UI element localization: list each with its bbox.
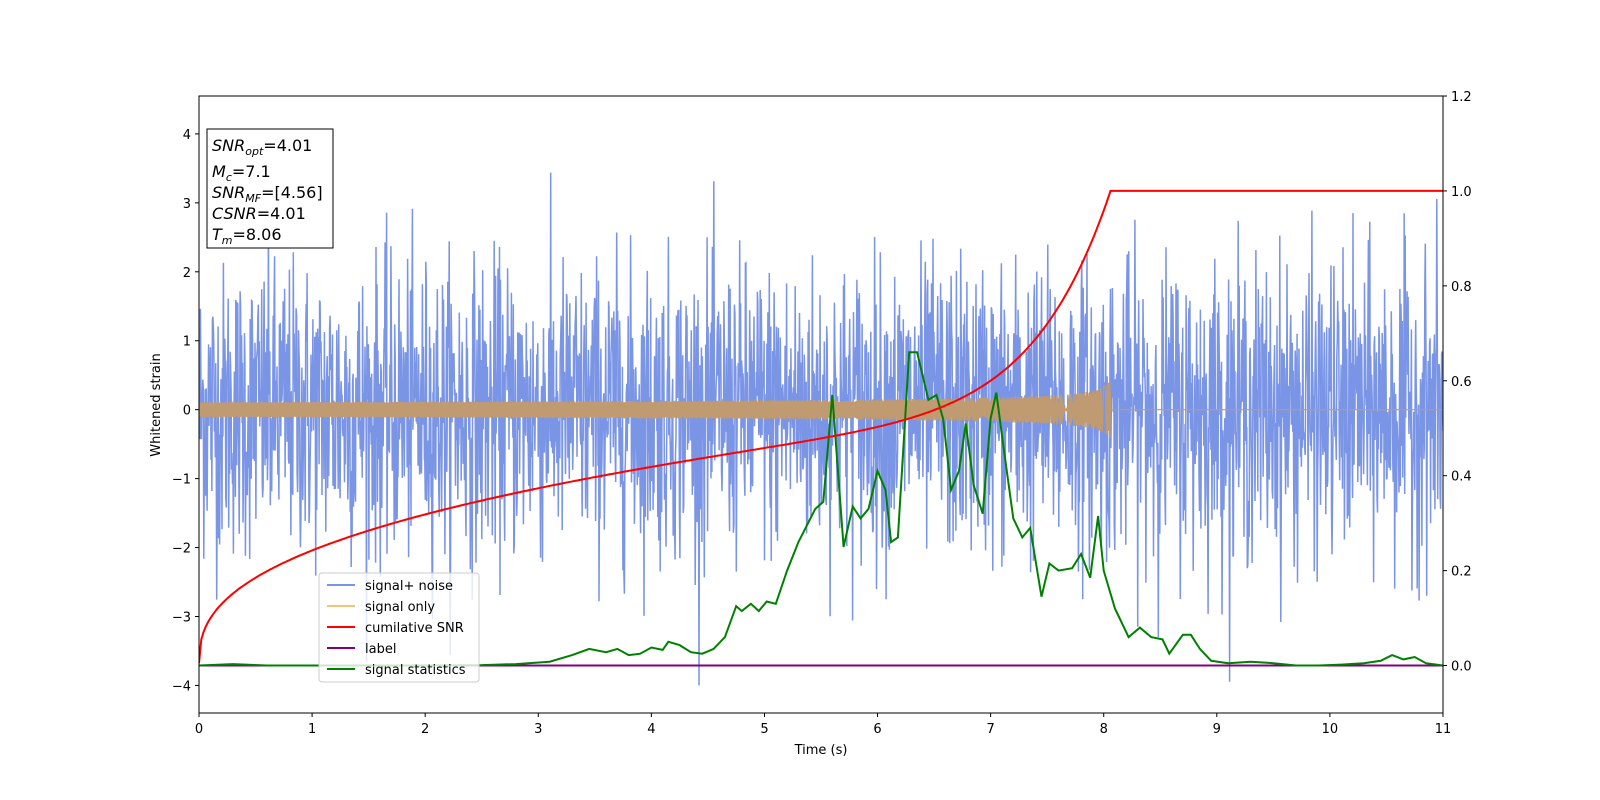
info-mc: Mc=7.1 bbox=[212, 162, 271, 184]
legend-label-cumulative-snr: cumilative SNR bbox=[365, 621, 464, 636]
x-tick-label: 6 bbox=[873, 722, 881, 737]
x-tick-label: 11 bbox=[1435, 722, 1452, 737]
info-box: SNRopt=4.01 Mc=7.1 SNRMF=[4.56] CSNR=4.0… bbox=[206, 128, 334, 249]
series-signal-only bbox=[199, 379, 1443, 439]
x-tick-label: 7 bbox=[986, 722, 994, 737]
info-snr-mf: SNRMF=[4.56] bbox=[212, 183, 323, 205]
y-tick-label: −2 bbox=[172, 542, 191, 557]
x-axis-title: Time (s) bbox=[794, 743, 848, 758]
x-tick-label: 2 bbox=[421, 722, 429, 737]
x-tick-label: 0 bbox=[195, 722, 203, 737]
plot-frame bbox=[198, 95, 1444, 714]
info-csnr: CSNR=4.01 bbox=[212, 204, 306, 223]
x-tick-label: 8 bbox=[1100, 722, 1108, 737]
y-tick-label: 1 bbox=[183, 335, 191, 350]
legend-label-signal-only: signal only bbox=[365, 600, 435, 615]
info-tm: Tm=8.06 bbox=[212, 225, 282, 247]
x-tick-label: 1 bbox=[308, 722, 316, 737]
y2-tick-label: 0.6 bbox=[1451, 375, 1472, 390]
y-tick-label: 4 bbox=[183, 128, 191, 143]
y2-tick-label: 1.2 bbox=[1451, 90, 1472, 105]
legend-label-signal-noise: signal+ noise bbox=[365, 579, 453, 594]
x-tick-label: 10 bbox=[1322, 722, 1339, 737]
y-tick-label: −4 bbox=[172, 679, 191, 694]
series-cumulative-snr bbox=[199, 189, 1443, 664]
x-tick-label: 5 bbox=[760, 722, 768, 737]
y-tick-label: 3 bbox=[183, 197, 191, 212]
legend-label-label: label bbox=[365, 642, 396, 657]
y-tick-label: −1 bbox=[172, 473, 191, 488]
y-tick-label: −3 bbox=[172, 610, 191, 625]
y2-tick-label: 0.8 bbox=[1451, 280, 1472, 295]
x-tick-label: 4 bbox=[647, 722, 655, 737]
y2-tick-label: 0.4 bbox=[1451, 470, 1472, 485]
y2-tick-label: 0.2 bbox=[1451, 565, 1472, 580]
series-signal-statistics bbox=[199, 351, 1443, 667]
legend-label-signal-statistics: signal statistics bbox=[365, 663, 466, 678]
x-tick-label: 3 bbox=[534, 722, 542, 737]
legend: signal+ noise signal only cumilative SNR… bbox=[318, 572, 480, 683]
y-axis-title: Whitened strain bbox=[149, 353, 164, 456]
info-snr-opt: SNRopt=4.01 bbox=[212, 136, 312, 158]
y-tick-label: 0 bbox=[183, 404, 191, 419]
y2-tick-label: 1.0 bbox=[1451, 185, 1472, 200]
series-signal-noise bbox=[199, 172, 1443, 686]
y-tick-label: 2 bbox=[183, 266, 191, 281]
x-tick-label: 9 bbox=[1213, 722, 1221, 737]
y2-tick-label: 0.0 bbox=[1451, 660, 1472, 675]
